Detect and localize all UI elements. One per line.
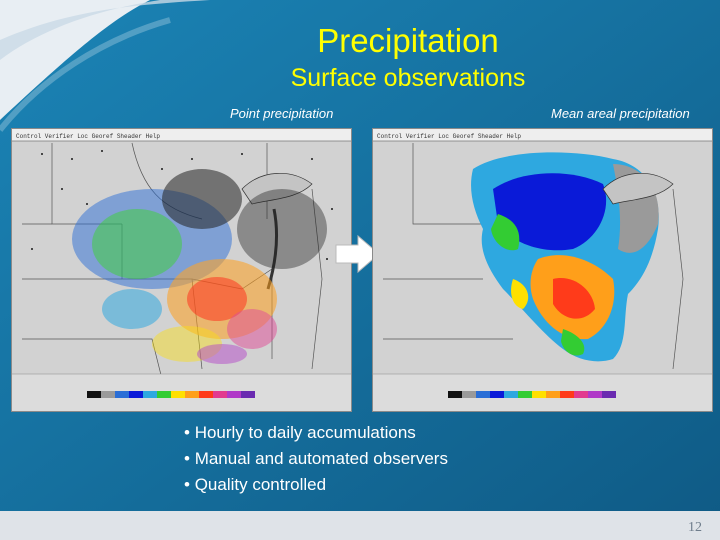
footer-bar bbox=[0, 511, 720, 540]
legend-swatch bbox=[199, 391, 213, 398]
legend-swatch bbox=[504, 391, 518, 398]
slide-subtitle: Surface observations bbox=[290, 64, 526, 92]
legend-swatch bbox=[448, 391, 462, 398]
bullet-list: Hourly to daily accumulations Manual and… bbox=[184, 420, 448, 498]
legend-swatch bbox=[171, 391, 185, 398]
legend-swatch bbox=[227, 391, 241, 398]
legend-swatch bbox=[462, 391, 476, 398]
legend-swatch bbox=[602, 391, 616, 398]
svg-text:Control Verifier Loc Georef Sh: Control Verifier Loc Georef Sheader Help bbox=[16, 133, 160, 140]
bullet-item: Hourly to daily accumulations bbox=[184, 420, 448, 446]
legend-swatch bbox=[476, 391, 490, 398]
legend-swatch bbox=[518, 391, 532, 398]
legend-swatch bbox=[490, 391, 504, 398]
slide-title: Precipitation bbox=[317, 22, 499, 59]
legend-swatch bbox=[185, 391, 199, 398]
bullet-item: Quality controlled bbox=[184, 472, 448, 498]
mean-areal-precipitation-map: Control Verifier Loc Georef Sheader Help bbox=[372, 128, 713, 412]
legend-swatch bbox=[101, 391, 115, 398]
bullet-item: Manual and automated observers bbox=[184, 446, 448, 472]
svg-text:Control Verifier Loc Georef Sh: Control Verifier Loc Georef Sheader Help bbox=[377, 133, 521, 140]
left-caption: Point precipitation bbox=[230, 106, 334, 121]
legend-swatch bbox=[115, 391, 129, 398]
legend-swatch bbox=[574, 391, 588, 398]
right-arrow-icon bbox=[335, 234, 380, 274]
legend-swatch bbox=[241, 391, 255, 398]
legend-swatch bbox=[532, 391, 546, 398]
legend-swatch bbox=[588, 391, 602, 398]
legend-swatch bbox=[129, 391, 143, 398]
legend-swatch bbox=[560, 391, 574, 398]
page-number: 12 bbox=[688, 520, 702, 535]
legend-swatch bbox=[157, 391, 171, 398]
right-caption: Mean areal precipitation bbox=[551, 106, 690, 121]
point-precipitation-map: Control Verifier Loc Georef Sheader Help bbox=[11, 128, 352, 412]
legend-swatch bbox=[546, 391, 560, 398]
legend-swatch bbox=[213, 391, 227, 398]
legend-swatch bbox=[143, 391, 157, 398]
legend-swatch bbox=[87, 391, 101, 398]
